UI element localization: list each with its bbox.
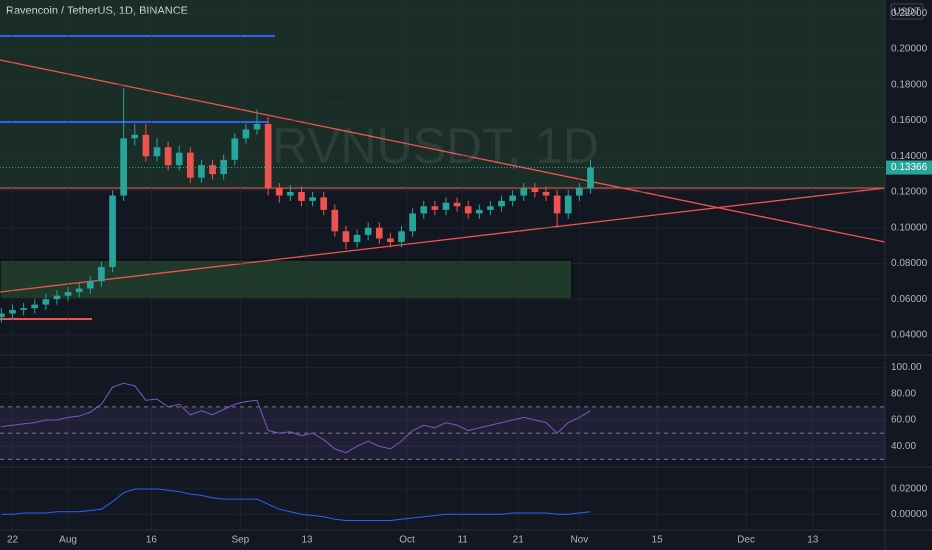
candle-body xyxy=(520,188,528,196)
last-price-label: 0.13366 xyxy=(891,162,928,173)
x-tick-label: Nov xyxy=(570,535,588,546)
candle-body xyxy=(576,188,583,196)
candle-body xyxy=(531,188,539,192)
candle-body xyxy=(42,299,50,305)
x-tick-label: 11 xyxy=(457,535,468,546)
y-tick-label: 60.00 xyxy=(891,415,916,426)
x-tick-label: Oct xyxy=(399,535,415,546)
x-tick-label: 22 xyxy=(7,535,19,546)
candle-body xyxy=(342,231,350,243)
candle-body xyxy=(331,209,339,232)
y-tick-label: 0.00000 xyxy=(891,509,928,520)
candle-body xyxy=(275,188,283,196)
trend-line xyxy=(0,187,886,293)
y-tick-label: 0.12000 xyxy=(891,187,928,198)
candle-body xyxy=(587,167,594,189)
currency: USDT xyxy=(893,7,920,18)
y-tick-label: 0.08000 xyxy=(891,258,928,269)
x-tick-label: 13 xyxy=(301,535,313,546)
y-tick-label: 0.18000 xyxy=(891,79,928,90)
header-title: Ravencoin / TetherUS, 1D, BINANCE xyxy=(6,5,188,17)
candle-body xyxy=(153,147,161,157)
candle-body xyxy=(320,197,328,210)
candle-body xyxy=(375,227,383,239)
candle-body xyxy=(364,227,372,235)
candle-body xyxy=(164,147,172,166)
candle-body xyxy=(398,231,405,243)
y-tick-label: 40.00 xyxy=(891,441,916,452)
y-tick-label: 0.16000 xyxy=(891,115,928,126)
candle-body xyxy=(0,313,5,318)
x-tick-label: Dec xyxy=(737,535,755,546)
candle-body xyxy=(175,152,183,166)
candle-body xyxy=(464,206,472,214)
y-tick-label: 0.04000 xyxy=(891,330,928,341)
candle-body xyxy=(287,191,294,196)
candle-body xyxy=(31,304,39,309)
candle-body xyxy=(498,200,505,207)
y-tick-label: 0.10000 xyxy=(891,222,928,233)
y-tick-label: 0.22000 xyxy=(891,8,928,19)
candle-body xyxy=(220,159,228,175)
indicator-line xyxy=(1,382,591,454)
candle-body xyxy=(98,267,105,282)
y-tick-label: 0.06000 xyxy=(891,294,928,305)
y-tick-label: 0.02000 xyxy=(891,484,928,495)
candle-body xyxy=(431,206,439,210)
candle-body xyxy=(453,202,461,207)
last-price-box xyxy=(886,160,932,175)
y-tick-label: 0.20000 xyxy=(891,44,928,55)
x-tick-label: Aug xyxy=(59,535,77,546)
candle-body xyxy=(253,124,261,130)
candle-body xyxy=(475,209,483,214)
candle-body xyxy=(242,129,250,139)
x-tick-label: 15 xyxy=(652,535,664,546)
candle-body xyxy=(75,288,83,293)
candle-body xyxy=(20,308,27,310)
candle-body xyxy=(209,165,216,175)
candle-body xyxy=(509,195,516,201)
cloud-zone xyxy=(0,0,885,190)
demand-zone xyxy=(0,259,573,300)
candle-body xyxy=(542,191,550,196)
x-tick-label: 13 xyxy=(807,535,819,546)
candle-body xyxy=(187,152,194,178)
candle-body xyxy=(564,195,572,214)
candle-body xyxy=(53,295,61,300)
y-tick-label: 0.14000 xyxy=(891,151,928,162)
candle-body xyxy=(553,195,561,214)
currency-box xyxy=(890,3,924,20)
x-tick-label: 16 xyxy=(146,535,158,546)
candle-body xyxy=(86,281,94,289)
y-tick-label: 100.00 xyxy=(891,362,922,373)
x-tick-label: 21 xyxy=(513,535,525,546)
candle-body xyxy=(120,138,127,196)
annotation: Golden Cross xyxy=(319,94,368,103)
candle-body xyxy=(487,206,494,210)
x-tick-label: Sep xyxy=(231,535,249,546)
candle-body xyxy=(298,191,305,201)
candle-body xyxy=(420,206,428,214)
candle-body xyxy=(131,134,139,139)
trend-line xyxy=(0,59,886,243)
candle-body xyxy=(309,197,316,201)
candle-body xyxy=(64,292,72,296)
watermark: RVNUSDT, 1D xyxy=(272,118,599,174)
y-tick-label: 80.00 xyxy=(891,388,916,399)
candle-body xyxy=(264,124,272,189)
candle-body xyxy=(353,234,361,243)
indicator-line xyxy=(1,488,591,522)
candle-body xyxy=(231,138,239,160)
candle-body xyxy=(198,165,205,178)
candle-body xyxy=(9,309,16,314)
candle-body xyxy=(442,202,450,210)
candle-body xyxy=(142,134,150,157)
candle-body xyxy=(409,213,416,232)
candle-body xyxy=(109,195,116,268)
candle-body xyxy=(387,238,394,243)
